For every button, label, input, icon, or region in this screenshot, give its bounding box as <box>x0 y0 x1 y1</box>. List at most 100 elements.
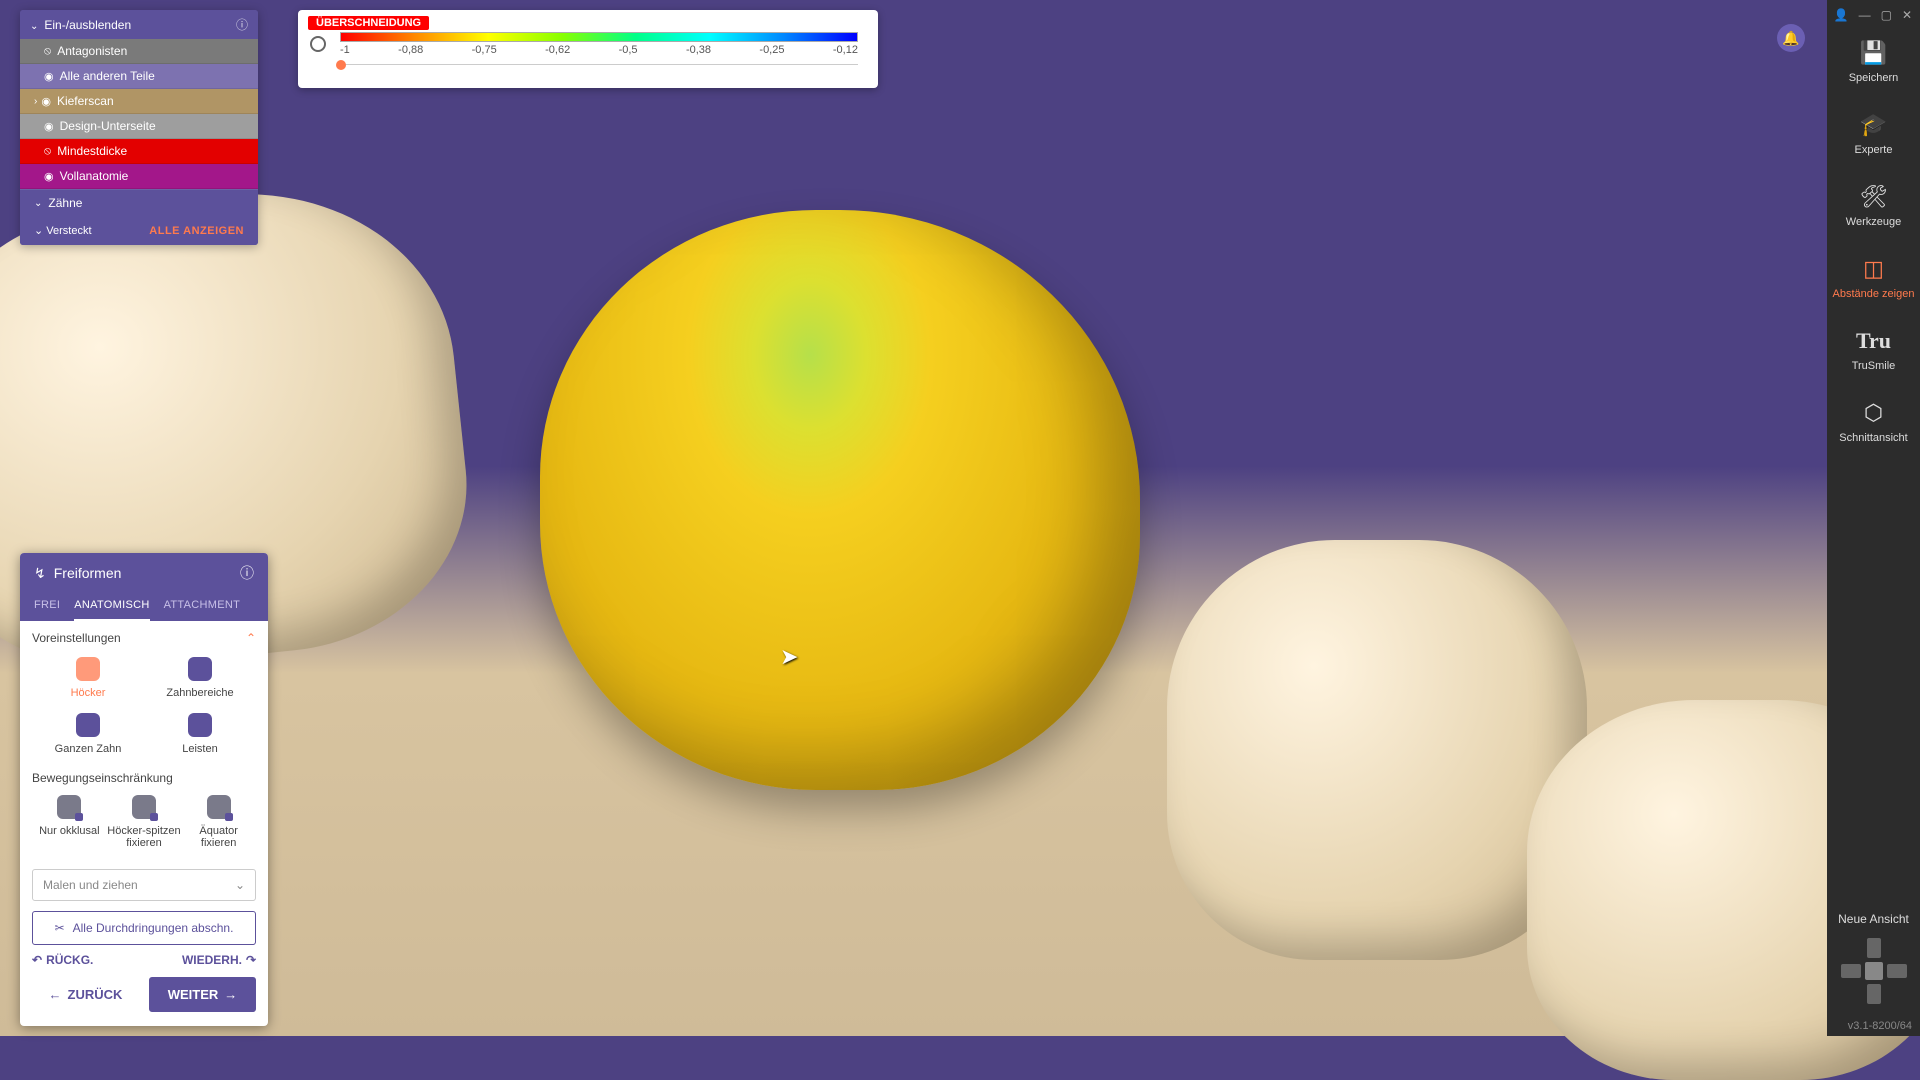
layer-group-zaehne[interactable]: ⌄ Zähne <box>20 189 258 216</box>
button-label: Alle Durchdringungen abschn. <box>73 921 234 935</box>
panel-title: Freiformen <box>54 565 122 581</box>
layer-mindestdicke[interactable]: ⦸ Mindestdicke <box>20 139 258 164</box>
tick-label: -0,25 <box>759 44 784 56</box>
layers-header[interactable]: ⌄ Ein-/ausblenden ⓘ <box>20 10 258 39</box>
trusmile-icon: Tru <box>1856 328 1891 354</box>
sectionview-button[interactable]: ⬡ Schnittansicht <box>1827 386 1920 458</box>
tab-frei[interactable]: FREI <box>34 593 60 621</box>
cursor-icon: ➤ <box>780 644 798 670</box>
layers-panel: ⌄ Ein-/ausblenden ⓘ ⦸ Antagonisten ◉ Alle… <box>20 10 258 245</box>
preset-icon <box>188 657 212 681</box>
constraint-icon <box>57 795 81 819</box>
preset-hoecker[interactable]: Höcker <box>32 653 144 709</box>
preset-leisten[interactable]: Leisten <box>144 709 256 765</box>
trusmile-button[interactable]: Tru TruSmile <box>1827 314 1920 386</box>
arrow-left-icon: ← <box>49 987 62 1002</box>
chevron-down-icon: ⌄ <box>34 198 42 209</box>
section-icon: ⬡ <box>1864 400 1883 426</box>
tick-label: -0,75 <box>472 44 497 56</box>
preset-ganzer-zahn[interactable]: Ganzen Zahn <box>32 709 144 765</box>
show-all-button[interactable]: ALLE ANZEIGEN <box>149 225 244 237</box>
window-controls: 👤 — ▢ ✕ <box>1827 4 1920 26</box>
mode-dropdown[interactable]: Malen und ziehen ⌄ <box>32 869 256 901</box>
new-view-button[interactable]: Neue Ansicht <box>1827 902 1920 936</box>
constraint-icon <box>132 795 156 819</box>
slider-thumb[interactable] <box>336 60 346 70</box>
eye-icon: ◉ <box>41 95 51 108</box>
section-title: Bewegungseinschränkung <box>32 771 256 785</box>
help-icon[interactable]: ⓘ <box>236 16 248 33</box>
eye-off-icon: ⦸ <box>44 145 51 158</box>
preset-icon <box>76 713 100 737</box>
layer-label: Zähne <box>48 196 82 210</box>
layer-label: Vollanatomie <box>60 169 129 183</box>
eye-icon: ◉ <box>44 70 54 83</box>
graduation-icon: 🎓 <box>1860 112 1887 138</box>
constraint-nur-okklusal[interactable]: Nur okklusal <box>32 791 107 859</box>
tools-icon: 🛠 <box>1860 184 1888 210</box>
chevron-down-icon: ⌄ <box>34 225 43 237</box>
layers-title: Ein-/ausblenden <box>44 18 131 32</box>
bell-icon: 🔔 <box>1782 30 1799 47</box>
distances-button[interactable]: ◫ Abstände zeigen <box>1827 242 1920 314</box>
save-icon: 💾 <box>1860 40 1887 66</box>
user-icon[interactable]: 👤 <box>1834 8 1849 22</box>
layer-label: Alle anderen Teile <box>60 69 155 83</box>
layer-alle-anderen[interactable]: ◉ Alle anderen Teile <box>20 64 258 89</box>
panel-header: ↯ Freiformen ⓘ <box>20 553 268 593</box>
chevron-right-icon: › <box>34 96 37 107</box>
layer-label: Design-Unterseite <box>60 119 156 133</box>
right-toolbar: 👤 — ▢ ✕ 💾 Speichern 🎓 Experte 🛠 Werkzeug… <box>1827 0 1920 1036</box>
save-button[interactable]: 💾 Speichern <box>1827 26 1920 98</box>
layer-vollanatomie[interactable]: ◉ Vollanatomie <box>20 164 258 189</box>
next-button[interactable]: WEITER → <box>149 977 256 1012</box>
version-label: v3.1-8200/64 <box>1827 1016 1920 1036</box>
tool-tabs: FREI ANATOMISCH ATTACHMENT <box>20 593 268 621</box>
help-icon[interactable]: ⓘ <box>240 563 254 583</box>
close-icon[interactable]: ✕ <box>1902 8 1912 22</box>
color-scale-bar: ÜBERSCHNEIDUNG -1 -0,88 -0,75 -0,62 -0,5… <box>298 10 878 88</box>
tools-button[interactable]: 🛠 Werkzeuge <box>1827 170 1920 242</box>
eye-icon: ◉ <box>44 120 54 133</box>
tab-anatomisch[interactable]: ANATOMISCH <box>74 593 149 621</box>
tick-label: -0,5 <box>619 44 638 56</box>
tick-label: -0,12 <box>833 44 858 56</box>
scale-slider[interactable] <box>340 60 858 70</box>
freiformen-panel: ↯ Freiformen ⓘ FREI ANATOMISCH ATTACHMEN… <box>20 553 268 1026</box>
preset-icon <box>76 657 100 681</box>
preset-zahnbereiche[interactable]: Zahnbereiche <box>144 653 256 709</box>
layer-design-unterseite[interactable]: ◉ Design-Unterseite <box>20 114 258 139</box>
back-button[interactable]: ← ZURÜCK <box>32 977 139 1012</box>
hidden-label[interactable]: Versteckt <box>46 225 91 237</box>
scale-ticks: -1 -0,88 -0,75 -0,62 -0,5 -0,38 -0,25 -0… <box>340 44 858 56</box>
layer-antagonisten[interactable]: ⦸ Antagonisten <box>20 39 258 64</box>
cut-penetrations-button[interactable]: ✂ Alle Durchdringungen abschn. <box>32 911 256 945</box>
layer-label: Kieferscan <box>57 94 114 108</box>
minimize-icon[interactable]: — <box>1859 8 1871 22</box>
constraint-aequator-fixieren[interactable]: Äquator fixieren <box>181 791 256 859</box>
eye-icon: ◉ <box>44 170 54 183</box>
view-cube[interactable] <box>1839 936 1909 1006</box>
constraint-hoecker-fixieren[interactable]: Höcker-spitzen fixieren <box>107 791 182 859</box>
preset-icon <box>188 713 212 737</box>
color-gradient <box>340 32 858 42</box>
arrow-right-icon: → <box>224 987 237 1002</box>
gauge-icon[interactable] <box>310 36 326 52</box>
tab-attachment[interactable]: ATTACHMENT <box>164 593 241 621</box>
undo-button[interactable]: ↶RÜCKG. <box>32 953 93 967</box>
chevron-down-icon: ⌄ <box>235 878 245 892</box>
chevron-down-icon: ⌄ <box>30 21 38 32</box>
section-title: Voreinstellungen <box>32 631 121 645</box>
tick-label: -0,62 <box>545 44 570 56</box>
layer-kieferscan[interactable]: › ◉ Kieferscan <box>20 89 258 114</box>
notifications-button[interactable]: 🔔 <box>1777 24 1805 52</box>
collapse-icon[interactable]: ⌃ <box>246 631 256 645</box>
distance-icon: ◫ <box>1863 256 1884 282</box>
viewport-3d[interactable]: ➤ <box>0 0 1827 1036</box>
cut-icon: ✂ <box>55 921 65 935</box>
expert-button[interactable]: 🎓 Experte <box>1827 98 1920 170</box>
maximize-icon[interactable]: ▢ <box>1881 8 1892 22</box>
redo-button[interactable]: WIEDERH.↷ <box>182 953 256 967</box>
tooth-crown-design[interactable] <box>540 210 1140 790</box>
tick-label: -0,88 <box>398 44 423 56</box>
